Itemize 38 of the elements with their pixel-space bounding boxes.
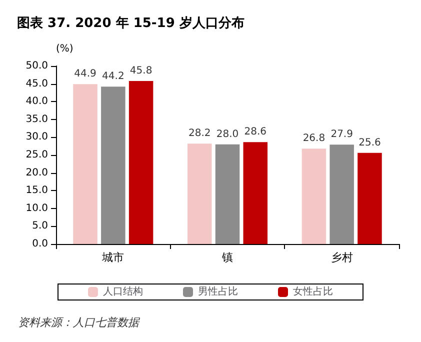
y-tick-label: 45.0 — [26, 78, 48, 90]
data-label: 44.2 — [102, 71, 124, 82]
bar — [358, 152, 382, 244]
text: 资料来源：人口七普数据 — [18, 316, 141, 329]
data-label: 28.6 — [244, 126, 267, 138]
y-tick-label: 5.0 — [32, 220, 48, 232]
bar — [73, 84, 98, 244]
bar — [302, 148, 326, 244]
legend-label: 女性占比 — [293, 286, 333, 298]
bar — [128, 80, 154, 244]
y-tick-label: 10.0 — [26, 202, 48, 214]
y-tick-label: 35.0 — [26, 114, 48, 125]
data-label: 28.0 — [216, 128, 239, 140]
bar — [330, 144, 354, 244]
x-tick-label: 镇 — [221, 251, 233, 264]
bar — [101, 86, 126, 244]
y-tick-label: 50.0 — [26, 60, 48, 72]
data-label: 28.2 — [188, 128, 211, 140]
data-label: 27.9 — [330, 129, 353, 140]
y-tick-label: 0.0 — [32, 238, 48, 250]
data-label: 44.9 — [74, 68, 96, 80]
bar — [187, 144, 212, 244]
y-tick-label: 25.0 — [26, 150, 48, 160]
x-tick-label: 城市 — [101, 251, 124, 264]
data-label: 26.8 — [302, 133, 326, 144]
chart-title: 图表 37. 2020 年 15-19 岁人口分布 — [17, 16, 244, 31]
legend-label: 男性占比 — [198, 286, 238, 298]
y-tick-label: 40.0 — [26, 96, 48, 108]
y-tick-label: 20.0 — [26, 167, 48, 178]
x-tick-label: 乡村 — [330, 251, 353, 264]
bar — [243, 142, 268, 244]
y-axis-title: (%) — [56, 44, 74, 54]
data-label: 25.6 — [358, 137, 381, 148]
bar — [215, 144, 240, 244]
y-tick-label: 15.0 — [26, 185, 48, 196]
data-label: 45.8 — [130, 65, 152, 76]
legend-label: 人口结构 — [103, 286, 143, 298]
y-tick-label: 30.0 — [26, 132, 48, 143]
